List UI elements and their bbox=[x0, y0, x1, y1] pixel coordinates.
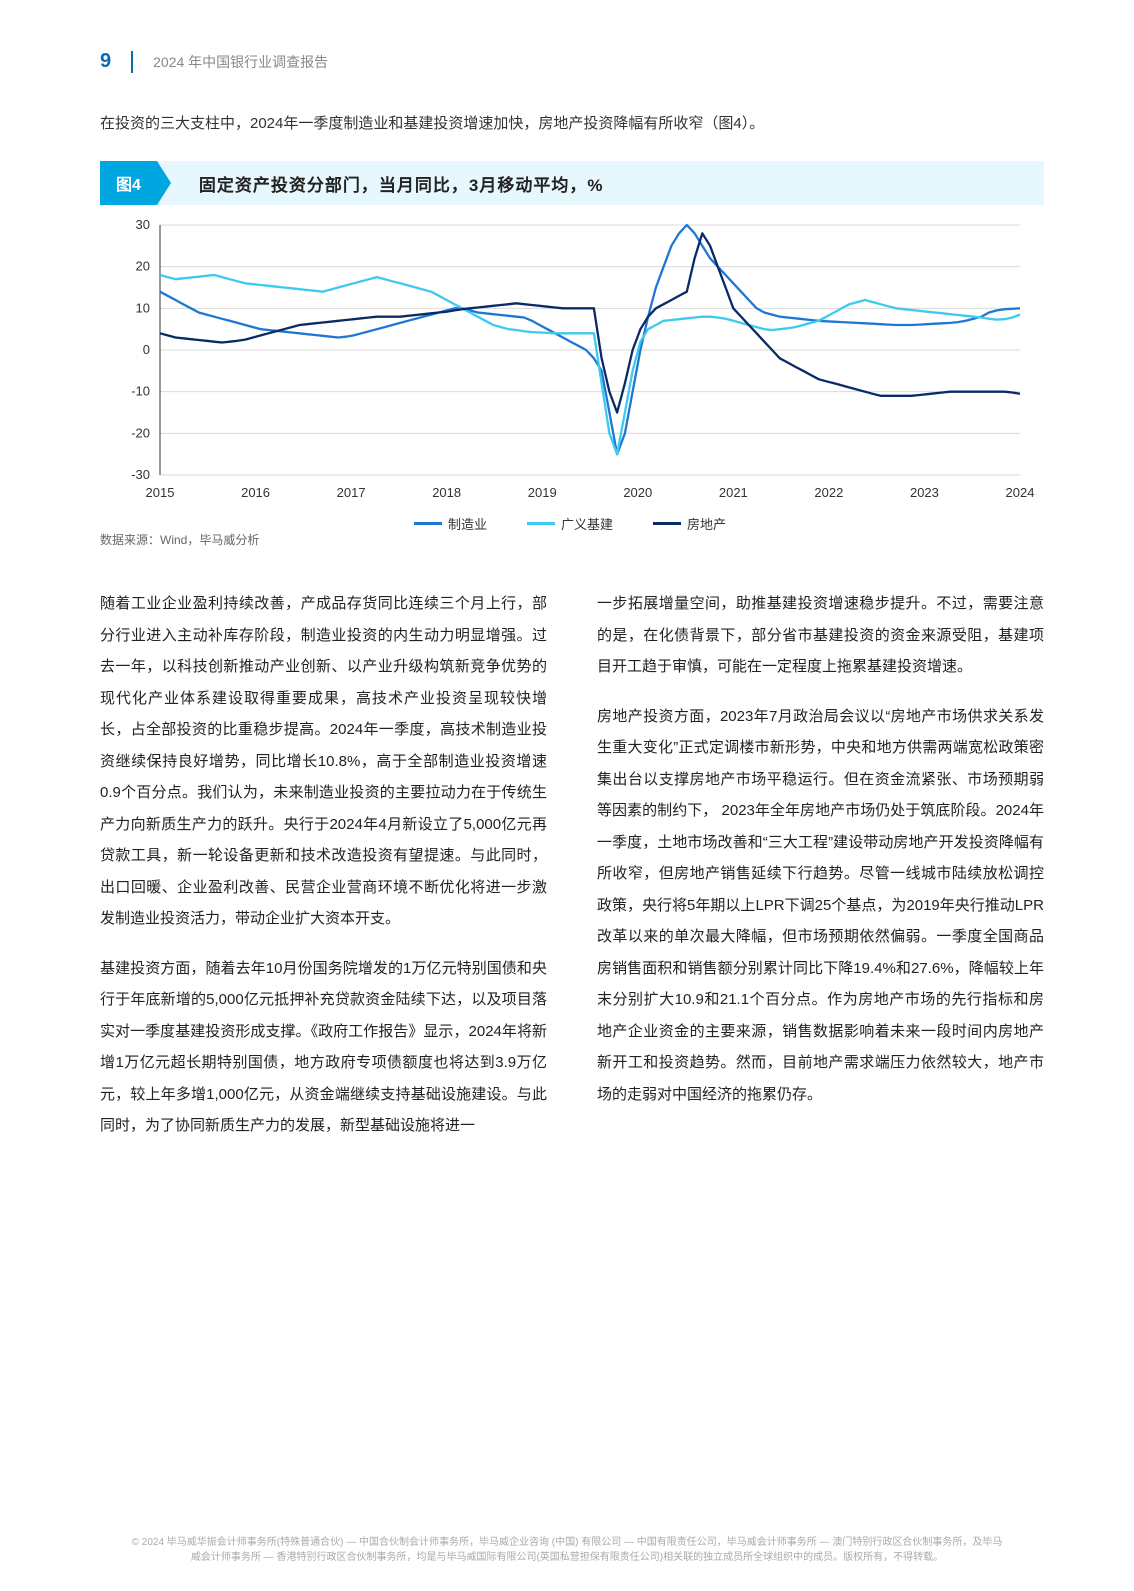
svg-text:20: 20 bbox=[136, 259, 150, 274]
body-paragraph: 房地产投资方面，2023年7月政治局会议以“房地产市场供求关系发生重大变化”正式… bbox=[597, 701, 1044, 1111]
svg-text:0: 0 bbox=[143, 342, 150, 357]
footer-copyright: © 2024 毕马威华振会计师事务所(特殊普通合伙) — 中国合伙制会计师事务所… bbox=[130, 1535, 1004, 1565]
legend-swatch bbox=[653, 522, 681, 525]
body-columns: 随着工业企业盈利持续改善，产成品存货同比连续三个月上行，部分行业进入主动补库存阶… bbox=[100, 588, 1044, 1160]
svg-text:-20: -20 bbox=[131, 425, 150, 440]
svg-text:2017: 2017 bbox=[337, 485, 366, 500]
legend-swatch bbox=[414, 522, 442, 525]
figure-title-bar: 图4 固定资产投资分部门，当月同比，3月移动平均，% bbox=[100, 161, 1044, 205]
svg-text:2020: 2020 bbox=[623, 485, 652, 500]
body-paragraph: 随着工业企业盈利持续改善，产成品存货同比连续三个月上行，部分行业进入主动补库存阶… bbox=[100, 588, 547, 935]
svg-text:2023: 2023 bbox=[910, 485, 939, 500]
header-divider bbox=[131, 51, 133, 73]
legend-item: 制造业 bbox=[414, 514, 487, 533]
page-header: 9 2024 年中国银行业调查报告 bbox=[100, 50, 1044, 73]
svg-text:-10: -10 bbox=[131, 384, 150, 399]
svg-text:2015: 2015 bbox=[146, 485, 175, 500]
legend-swatch bbox=[527, 522, 555, 525]
figure-title: 固定资产投资分部门，当月同比，3月移动平均，% bbox=[199, 171, 604, 196]
column-left: 随着工业企业盈利持续改善，产成品存货同比连续三个月上行，部分行业进入主动补库存阶… bbox=[100, 588, 547, 1160]
chart-legend: 制造业 广义基建 房地产 bbox=[100, 514, 1040, 533]
svg-text:2018: 2018 bbox=[432, 485, 461, 500]
svg-text:30: 30 bbox=[136, 217, 150, 232]
report-title: 2024 年中国银行业调查报告 bbox=[153, 52, 328, 72]
svg-text:2019: 2019 bbox=[528, 485, 557, 500]
page-number: 9 bbox=[100, 50, 111, 73]
svg-text:2022: 2022 bbox=[814, 485, 843, 500]
figure-source: 数据来源：Wind，毕马威分析 bbox=[100, 531, 1044, 548]
legend-label: 广义基建 bbox=[561, 514, 613, 533]
figure-tag: 图4 bbox=[100, 161, 157, 205]
chevron-right-icon bbox=[157, 161, 171, 205]
legend-label: 房地产 bbox=[687, 514, 726, 533]
body-paragraph: 基建投资方面，随着去年10月份国务院增发的1万亿元特别国债和央行于年底新增的5,… bbox=[100, 953, 547, 1142]
svg-text:2024: 2024 bbox=[1006, 485, 1035, 500]
body-paragraph: 一步拓展增量空间，助推基建投资增速稳步提升。不过，需要注意的是，在化债背景下，部… bbox=[597, 588, 1044, 683]
svg-text:10: 10 bbox=[136, 300, 150, 315]
svg-text:2021: 2021 bbox=[719, 485, 748, 500]
svg-text:-30: -30 bbox=[131, 467, 150, 482]
line-chart: 30 20 10 0 -10 -20 -30 2015 2016 2017 2018 2019 2020… bbox=[100, 215, 1040, 525]
legend-item: 房地产 bbox=[653, 514, 726, 533]
chart-svg: 30 20 10 0 -10 -20 -30 2015 2016 2017 2018 2019 2020… bbox=[100, 215, 1040, 505]
legend-label: 制造业 bbox=[448, 514, 487, 533]
svg-text:2016: 2016 bbox=[241, 485, 270, 500]
intro-paragraph: 在投资的三大支柱中，2024年一季度制造业和基建投资增速加快，房地产投资降幅有所… bbox=[100, 109, 1044, 139]
legend-item: 广义基建 bbox=[527, 514, 613, 533]
column-right: 一步拓展增量空间，助推基建投资增速稳步提升。不过，需要注意的是，在化债背景下，部… bbox=[597, 588, 1044, 1160]
